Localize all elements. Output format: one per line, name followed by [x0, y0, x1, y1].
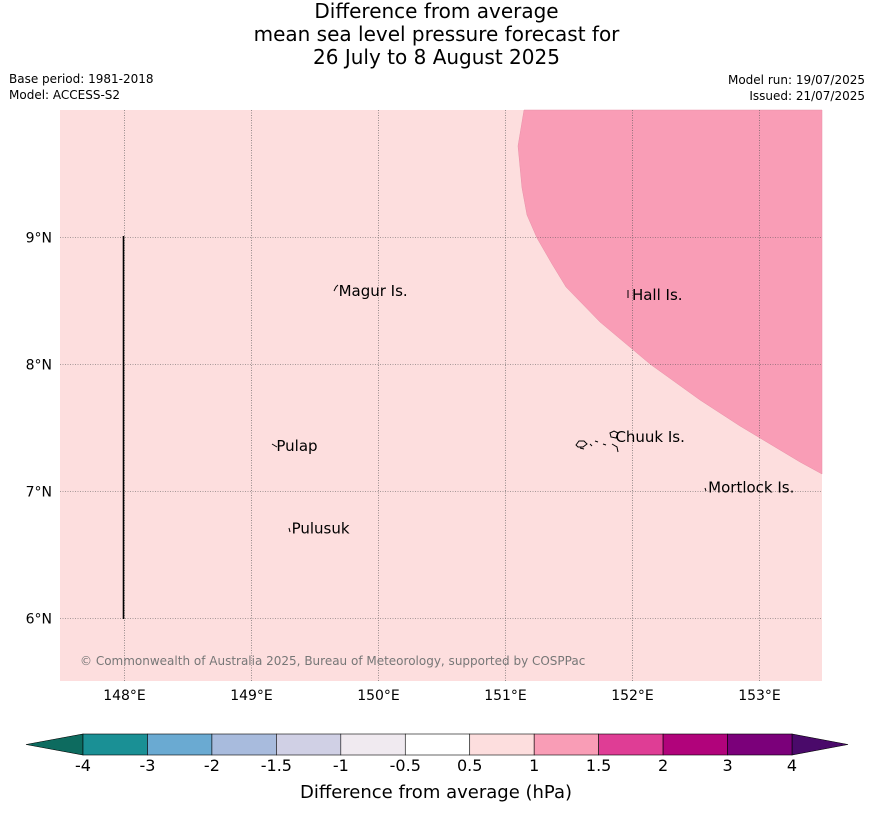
colorbar-tick-label: -2 — [204, 756, 220, 775]
colorbar-tick-label: 4 — [787, 756, 797, 775]
copyright-notice: © Commonwealth of Australia 2025, Bureau… — [80, 654, 585, 668]
model-run-text: Model run: 19/07/2025 — [727, 73, 865, 87]
place-label: Magur Is. — [339, 282, 408, 300]
colorbar-bin — [82, 733, 148, 756]
colorbar-bin — [469, 733, 535, 756]
pulusuk-coastline — [288, 527, 291, 533]
place-labels: Magur Is. Hall Is. Pulap Chuuk Is. Mortlock … — [276, 282, 794, 537]
colorbar-tick-label: 1.5 — [586, 756, 611, 775]
colorbar-bin — [147, 733, 213, 756]
colorbar-tick-label: 3 — [722, 756, 732, 775]
longitude-tick-label: 151°E — [484, 688, 527, 704]
meta-left: Base period: 1981-2018 Model: ACCESS-S2 — [9, 71, 154, 103]
place-label: Pulusuk — [292, 519, 350, 537]
colorbar-bin — [662, 733, 728, 756]
latitude-tick-label: 6°N — [26, 612, 52, 628]
colorbar-tick-label: -4 — [75, 756, 91, 775]
latitude-tick-label: 8°N — [26, 358, 52, 374]
colorbar-tick-label: 1 — [529, 756, 539, 775]
axis-labels: 148°E 149°E 150°E 151°E 152°E 153°E 9°N 8°N 7°N 6… — [26, 231, 781, 705]
mortlock-coastline — [704, 487, 707, 492]
colorbar-tick-label: 2 — [658, 756, 668, 775]
meta-right: Model run: 19/07/2025 Issued: 21/07/2025 — [728, 72, 865, 104]
colorbar-tick-label: 0.5 — [457, 756, 482, 775]
colorbar-bin — [211, 733, 277, 756]
colorbar-bin — [404, 733, 471, 756]
latitude-tick-label: 7°N — [26, 485, 52, 501]
place-label: Hall Is. — [632, 286, 683, 304]
colorbar: -4 -3 -2 -1.5 -1 -0.5 0.5 1 1.5 2 3 4 — [25, 733, 849, 775]
colorbar-low-extension — [25, 733, 84, 756]
colorbar-bin — [276, 733, 342, 756]
gridlines — [60, 110, 822, 681]
issued-text: Issued: 21/07/2025 — [749, 89, 865, 103]
chart-title-line-1: Difference from average — [314, 0, 559, 23]
colorbar-bin — [533, 733, 599, 756]
positive-anomaly-region — [517, 109, 823, 475]
longitude-tick-label: 148°E — [103, 688, 146, 704]
chart-title-line-2: mean sea level pressure forecast for — [253, 22, 620, 46]
colorbar-tick-label: -3 — [139, 756, 155, 775]
longitude-tick-label: 152°E — [611, 688, 654, 704]
model-text: Model: ACCESS-S2 — [9, 88, 121, 102]
place-label: Pulap — [276, 437, 317, 455]
longitude-tick-label: 150°E — [357, 688, 400, 704]
colorbar-tick-label: -0.5 — [390, 756, 421, 775]
place-label: Mortlock Is. — [708, 479, 794, 497]
coastlines — [271, 284, 707, 533]
colorbar-bin — [598, 733, 664, 756]
colorbar-tick-label: -1.5 — [261, 756, 292, 775]
chart-title-line-3: 26 July to 8 August 2025 — [313, 45, 560, 69]
map-panel: Magur Is. Hall Is. Pulap Chuuk Is. Mortlock … — [60, 109, 823, 681]
magur-coastline — [333, 284, 339, 292]
longitude-tick-label: 149°E — [230, 688, 273, 704]
colorbar-title: Difference from average (hPa) — [300, 782, 572, 803]
colorbar-tick-label: -1 — [333, 756, 349, 775]
colorbar-bin — [340, 733, 406, 756]
pulap-coastline — [271, 443, 278, 448]
colorbar-high-extension — [791, 733, 849, 756]
place-label: Chuuk Is. — [615, 428, 684, 446]
colorbar-bin — [727, 733, 793, 756]
latitude-tick-label: 9°N — [26, 231, 52, 247]
chuuk-coastline — [575, 430, 619, 453]
longitude-tick-label: 153°E — [738, 688, 781, 704]
base-period-text: Base period: 1981-2018 — [9, 72, 154, 86]
